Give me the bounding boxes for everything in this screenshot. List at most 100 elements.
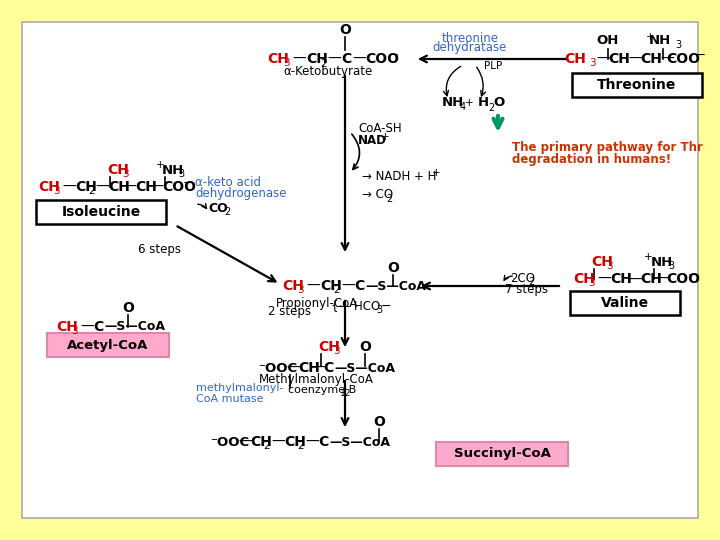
Text: C: C	[354, 279, 364, 293]
Text: CH: CH	[320, 279, 342, 293]
Text: —: —	[305, 435, 319, 449]
Text: NH: NH	[442, 97, 464, 110]
Text: dehydratase: dehydratase	[433, 42, 507, 55]
Text: 2CO: 2CO	[510, 272, 535, 285]
Text: COO: COO	[666, 272, 700, 286]
Text: C: C	[318, 435, 328, 449]
Text: COO: COO	[162, 180, 196, 194]
Text: Succinyl-CoA: Succinyl-CoA	[454, 448, 550, 461]
Text: CH: CH	[267, 52, 289, 66]
Text: 3: 3	[178, 169, 184, 179]
Text: 3: 3	[283, 58, 289, 68]
Text: coenzyme B: coenzyme B	[288, 385, 356, 395]
Text: CH: CH	[573, 272, 595, 286]
Text: 3: 3	[297, 285, 304, 295]
Text: —: —	[597, 272, 611, 286]
FancyBboxPatch shape	[436, 442, 568, 466]
Text: CH: CH	[298, 361, 320, 375]
Text: {— HCO: {— HCO	[331, 300, 380, 313]
Text: CH: CH	[610, 272, 632, 286]
Text: 2: 2	[224, 207, 230, 217]
Text: CH: CH	[250, 435, 272, 449]
Text: NH: NH	[651, 255, 673, 268]
Text: C: C	[341, 52, 351, 66]
Text: —: —	[238, 435, 252, 449]
Text: 2: 2	[528, 277, 534, 287]
Text: 2: 2	[488, 103, 494, 113]
Text: CH: CH	[608, 52, 630, 66]
Text: 12: 12	[340, 388, 351, 397]
Text: 3: 3	[376, 305, 382, 315]
Text: The primary pathway for Thr: The primary pathway for Thr	[512, 140, 703, 153]
Text: —: —	[95, 180, 109, 194]
Text: 3: 3	[71, 326, 78, 336]
Text: CH: CH	[306, 52, 328, 66]
FancyBboxPatch shape	[572, 73, 702, 97]
Text: −: −	[183, 177, 194, 190]
Text: α-keto acid: α-keto acid	[195, 176, 261, 188]
Text: CH: CH	[640, 52, 662, 66]
Text: Propionyl-CoA: Propionyl-CoA	[276, 298, 358, 310]
Text: —: —	[654, 272, 667, 286]
Text: NH: NH	[162, 164, 184, 177]
Text: 2: 2	[263, 441, 269, 451]
Text: —: —	[660, 52, 674, 66]
Text: —: —	[292, 52, 306, 66]
FancyBboxPatch shape	[47, 333, 169, 357]
Text: 2: 2	[320, 59, 327, 69]
Text: O: O	[339, 23, 351, 37]
Text: 4: 4	[460, 102, 466, 112]
Text: CH: CH	[564, 52, 586, 66]
Text: 2: 2	[297, 441, 304, 451]
Text: ⁻OOC: ⁻OOC	[210, 435, 249, 449]
Text: —: —	[327, 52, 341, 66]
Text: +: +	[465, 98, 474, 108]
Text: CH: CH	[591, 255, 613, 269]
Text: C: C	[323, 361, 333, 375]
Text: O: O	[359, 340, 371, 354]
Text: CH: CH	[318, 340, 340, 354]
Text: Valine: Valine	[601, 296, 649, 310]
Text: O: O	[122, 301, 134, 315]
Text: 2: 2	[333, 285, 340, 295]
Text: +: +	[644, 252, 652, 262]
Text: +: +	[646, 32, 654, 42]
Text: —: —	[352, 52, 366, 66]
Text: CO: CO	[208, 201, 228, 214]
Text: O: O	[387, 261, 399, 275]
Text: → CO: → CO	[362, 188, 393, 201]
Text: 3: 3	[675, 40, 681, 50]
Text: Methylmalonyl-CoA: Methylmalonyl-CoA	[258, 374, 374, 387]
Text: —: —	[122, 180, 136, 194]
Text: —: —	[149, 180, 163, 194]
Text: NH: NH	[649, 35, 671, 48]
Text: —: —	[306, 279, 320, 293]
Text: CH: CH	[56, 320, 78, 334]
Text: PLP: PLP	[484, 61, 502, 71]
Text: CH: CH	[282, 279, 304, 293]
Text: ⁻OOC: ⁻OOC	[258, 361, 297, 375]
Text: 3: 3	[53, 186, 60, 196]
Text: +: +	[156, 160, 165, 170]
Text: 3: 3	[122, 169, 129, 179]
Text: −: −	[388, 49, 399, 62]
Text: —: —	[625, 272, 643, 286]
Text: 3: 3	[668, 261, 674, 271]
Text: C: C	[93, 320, 103, 334]
Text: COO: COO	[666, 52, 700, 66]
Text: H: H	[478, 97, 489, 110]
Text: —: —	[286, 361, 300, 375]
Text: O: O	[373, 415, 385, 429]
Text: Isoleucine: Isoleucine	[61, 205, 140, 219]
Text: CH: CH	[107, 163, 129, 177]
Text: methylmalonyl-: methylmalonyl-	[196, 383, 284, 393]
Text: —: —	[628, 52, 642, 66]
Text: CoA mutase: CoA mutase	[196, 394, 264, 404]
FancyBboxPatch shape	[22, 22, 698, 518]
Text: degradation in humans!: degradation in humans!	[512, 153, 671, 166]
Text: —S—CoA: —S—CoA	[365, 280, 426, 293]
Text: 3: 3	[589, 58, 595, 68]
Text: CH: CH	[38, 180, 60, 194]
Text: threonine: threonine	[441, 31, 498, 44]
Text: O: O	[493, 97, 504, 110]
